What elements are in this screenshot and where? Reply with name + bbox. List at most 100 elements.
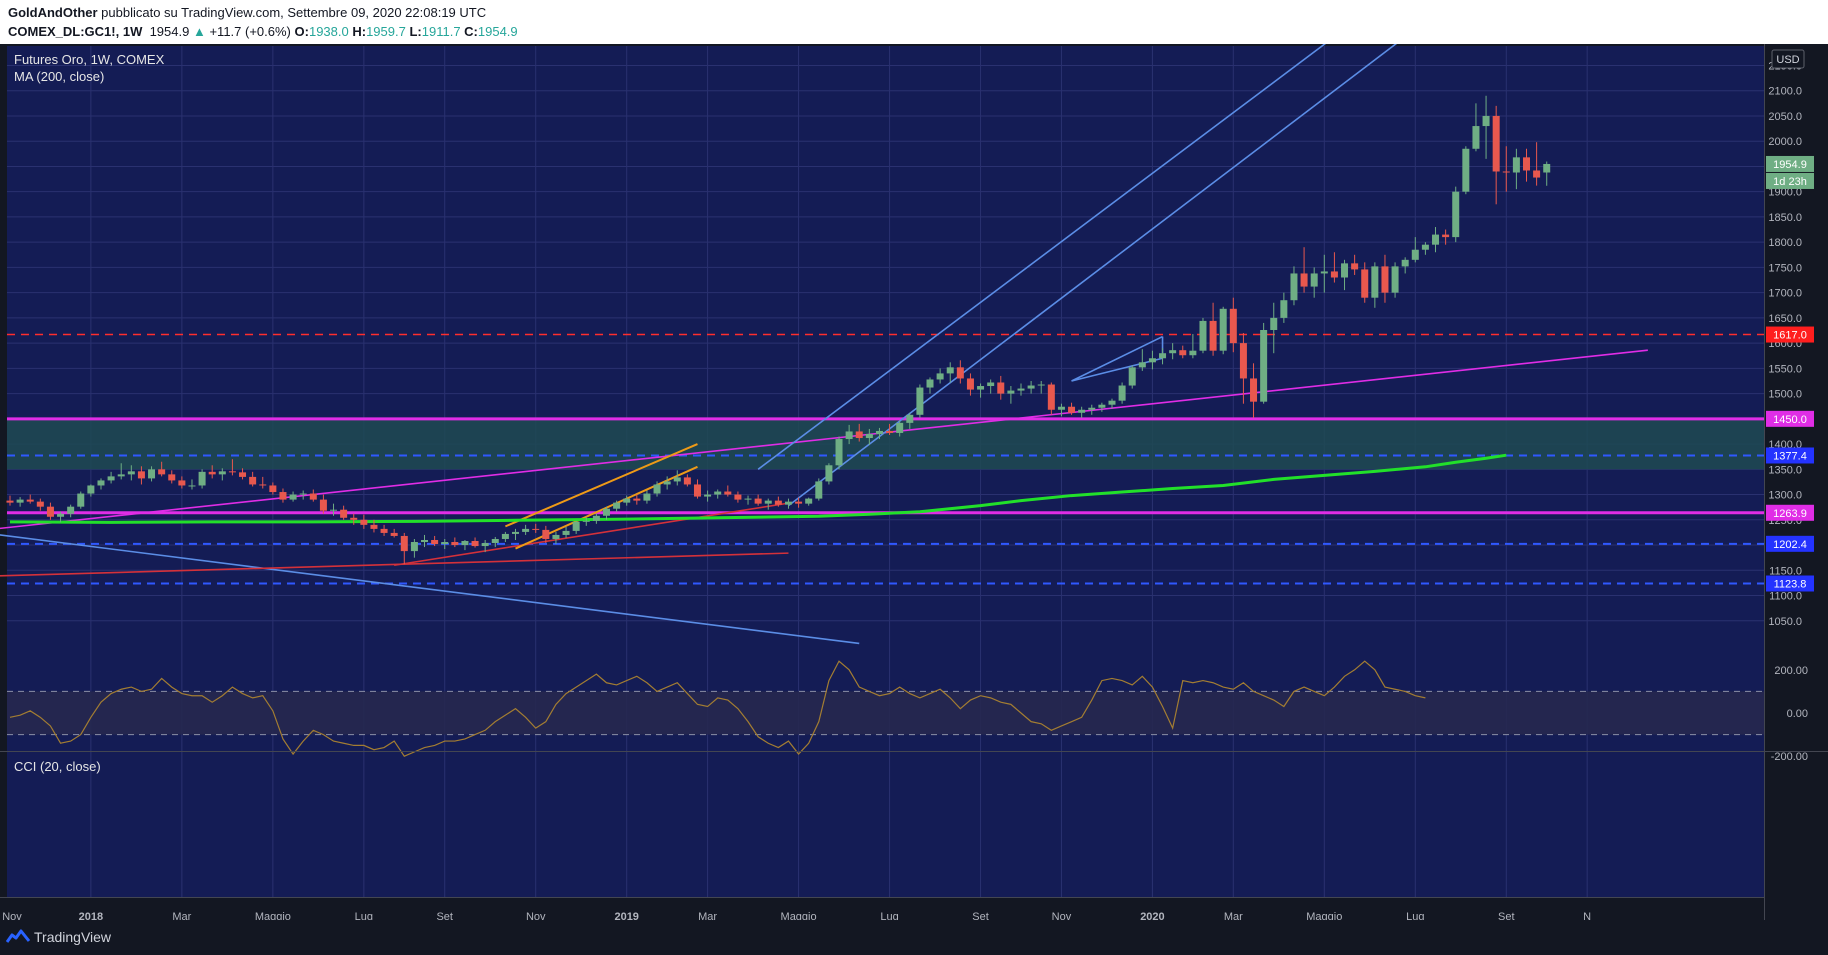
level-label: 1617.0: [1773, 330, 1807, 342]
candle-body: [663, 481, 671, 485]
candle-body: [1057, 406, 1065, 410]
chart-title[interactable]: Futures Oro, 1W, COMEX: [14, 52, 165, 67]
open-value: 1938.0: [308, 24, 349, 39]
candle-body: [198, 471, 206, 486]
candle-body: [633, 498, 641, 501]
candle-body: [987, 382, 995, 387]
price-pane[interactable]: [7, 46, 1764, 751]
candle-body: [906, 414, 914, 423]
price-tick-label: 1850.0: [1768, 212, 1802, 224]
candle-body: [764, 500, 772, 504]
candle-body: [350, 517, 358, 520]
candle-body: [97, 480, 105, 486]
candle-body: [46, 506, 54, 517]
candle-body: [137, 471, 145, 479]
candle-body: [673, 477, 681, 482]
tradingview-logo-icon[interactable]: [6, 928, 30, 946]
cci-pane[interactable]: [7, 752, 1764, 897]
time-tick-label: Mar: [172, 911, 191, 920]
open-label: O:: [294, 24, 309, 39]
candle-body: [1320, 271, 1328, 274]
candle-body: [1007, 390, 1015, 394]
candle-body: [1411, 249, 1419, 260]
candle-body: [400, 535, 408, 552]
candle-body: [208, 471, 216, 475]
cci-axis[interactable]: 200.00 0.00 -200.00: [1771, 665, 1808, 763]
candle-body: [289, 494, 297, 500]
candle-body: [228, 471, 236, 473]
ma-legend[interactable]: MA (200, close): [14, 69, 104, 84]
price-change: +11.7 (+0.6%): [209, 24, 291, 39]
support-zone: [7, 418, 1764, 470]
symbol-name[interactable]: COMEX_DL:GC1!, 1W: [8, 24, 143, 39]
candle-body: [360, 519, 368, 525]
price-tick-label: 2000.0: [1768, 136, 1802, 148]
price-tick-label: 1650.0: [1768, 313, 1802, 325]
candle-body: [390, 532, 398, 536]
author-name[interactable]: GoldAndOther: [8, 5, 98, 20]
cci-tick-label: 200.00: [1774, 665, 1808, 677]
level-label: 1377.4: [1773, 450, 1807, 462]
level-label: 1202.4: [1773, 539, 1807, 551]
candle-body: [279, 492, 287, 500]
brand-name[interactable]: TradingView: [34, 929, 112, 945]
currency-badge[interactable]: USD: [1771, 49, 1805, 69]
time-axis[interactable]: Nov 2018 Mar Maggio Lug Set Nov 2019 Mar Maggio Lu…: [2, 911, 1591, 920]
last-price-label: 1954.9: [1773, 159, 1807, 171]
candle-body: [259, 484, 267, 486]
candle-body: [1310, 273, 1318, 287]
bar-countdown: 1d 23h: [1773, 176, 1807, 188]
candle-body: [1179, 350, 1187, 356]
candle-body: [148, 469, 156, 479]
candle-body: [1351, 263, 1359, 270]
candle-body: [16, 499, 24, 503]
low-value: 1911.7: [421, 24, 461, 39]
price-tick-label: 1700.0: [1768, 288, 1802, 300]
candle-body: [1068, 406, 1076, 413]
candle-body: [1047, 384, 1055, 410]
price-tick-label: 1900.0: [1768, 187, 1802, 199]
candle-body: [562, 530, 570, 535]
candle-body: [1118, 385, 1126, 401]
time-tick-label: Maggio: [1306, 911, 1342, 920]
time-tick-label: 2020: [1140, 911, 1164, 920]
candle-body: [946, 367, 954, 374]
level-tag: [1766, 535, 1814, 552]
candle-body: [1017, 388, 1025, 391]
last-price: 1954.9: [149, 24, 190, 39]
candle-body: [724, 491, 732, 495]
time-tick-label: Nov: [526, 911, 546, 920]
price-tick-label: 2050.0: [1768, 111, 1802, 123]
candle-body: [1512, 157, 1520, 173]
cci-legend[interactable]: CCI (20, close): [14, 759, 101, 774]
level-label: 1450.0: [1773, 414, 1807, 426]
candle-body: [835, 439, 843, 466]
publication-line: GoldAndOther pubblicato su TradingView.c…: [8, 5, 486, 20]
publication-info: pubblicato su TradingView.com, Settembre…: [101, 5, 487, 20]
candle-body: [158, 469, 166, 475]
candle-body: [77, 493, 85, 507]
candle-body: [532, 528, 540, 530]
candle-body: [734, 494, 742, 500]
candle-body: [6, 500, 14, 503]
candle-body: [623, 498, 631, 503]
candle-body: [471, 541, 479, 547]
candle-body: [117, 474, 125, 477]
time-tick-label: Nov: [2, 911, 22, 920]
candle-body: [107, 476, 115, 481]
candle-body: [865, 433, 873, 439]
candle-body: [784, 501, 792, 505]
time-tick-label: Lug: [355, 911, 373, 920]
candle-body: [431, 539, 439, 545]
currency-label: USD: [1776, 54, 1799, 66]
price-chart[interactable]: 1050.01100.01150.01200.01250.01300.01350…: [0, 44, 1828, 920]
candle-body: [1260, 329, 1268, 402]
time-tick-label: 2019: [614, 911, 638, 920]
cci-tick-label: 0.00: [1787, 708, 1808, 720]
price-tick-label: 1800.0: [1768, 237, 1802, 249]
cci-band: [7, 691, 1764, 735]
candle-body: [1189, 350, 1197, 356]
trendline: [0, 552, 789, 577]
candle-body: [1371, 266, 1379, 298]
candle-body: [299, 493, 307, 495]
